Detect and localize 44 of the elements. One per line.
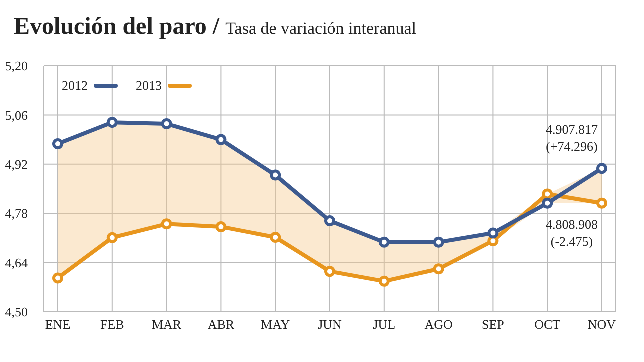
- point: [161, 118, 172, 130]
- point: [596, 163, 608, 174]
- point: [270, 170, 282, 181]
- legend-label: 2013: [136, 78, 162, 94]
- chart-subtitle: Tasa de variación interanual: [226, 19, 417, 38]
- point: [542, 198, 554, 209]
- y-tick-label: 4,78: [5, 206, 28, 222]
- point: [106, 232, 118, 244]
- point: [324, 266, 336, 278]
- point: [378, 236, 390, 248]
- point: [433, 236, 444, 248]
- point: [542, 188, 554, 200]
- point: [52, 272, 64, 284]
- y-tick-label: 5,06: [5, 108, 28, 123]
- point: [488, 228, 499, 239]
- x-tick-label: FEB: [100, 317, 125, 332]
- y-tick-label: 4,92: [5, 157, 28, 172]
- x-tick-label: ABR: [208, 317, 235, 332]
- point: [324, 215, 336, 226]
- point: [378, 276, 390, 287]
- point: [596, 198, 608, 209]
- annotation: 4.907.817 (+74.296): [545, 121, 599, 156]
- point: [106, 117, 118, 128]
- x-tick-label: ENE: [45, 317, 71, 332]
- x-tick-label: MAR: [152, 317, 182, 332]
- x-tick-label: AGO: [424, 317, 453, 332]
- legend-label: 2012: [62, 78, 88, 94]
- x-tick-label: SEP: [482, 317, 504, 332]
- x-tick-label: MAY: [261, 317, 291, 332]
- x-tick-label: JUL: [373, 317, 396, 332]
- point: [270, 232, 282, 243]
- point: [161, 218, 172, 230]
- y-tick-label: 5,20: [5, 58, 28, 74]
- y-tick-label: 4,64: [5, 255, 28, 270]
- x-tick-label: OCT: [534, 317, 561, 332]
- chart-title: Evolución del paro /: [14, 14, 220, 40]
- point: [433, 264, 444, 275]
- point: [216, 221, 227, 232]
- point: [52, 138, 64, 150]
- y-tick-label: 4,50: [5, 304, 28, 320]
- point: [216, 134, 227, 146]
- annotation: 4.808.908 (-2.475): [545, 216, 599, 250]
- x-tick-label: NOV: [588, 317, 617, 332]
- x-tick-label: JUN: [318, 317, 343, 332]
